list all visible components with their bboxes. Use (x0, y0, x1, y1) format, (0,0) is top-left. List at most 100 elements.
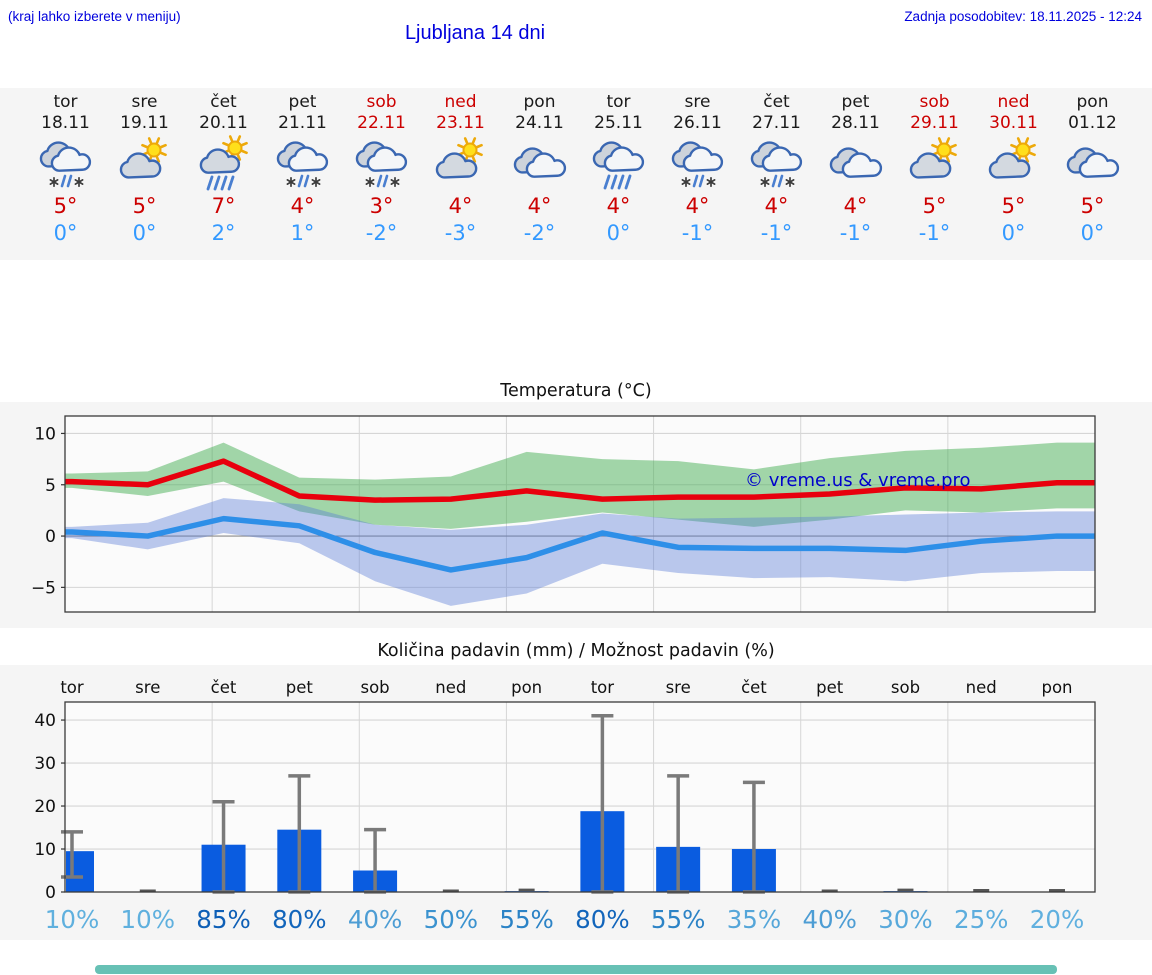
weather-icon-cell (500, 134, 579, 192)
precip-day-label: čet (741, 678, 767, 697)
cloud-sleet-icon (276, 141, 328, 188)
sun-cloud-icon (909, 137, 957, 179)
precip-day-label: sre (666, 678, 691, 697)
forecast-day-column: pet 21.11 4° 1° (263, 88, 342, 260)
day-name: pon (1076, 92, 1109, 112)
forecast-day-column: tor 18.11 5° 0° (26, 88, 105, 260)
cloud-sleet-icon (750, 141, 802, 188)
precip-day-label: sob (360, 678, 389, 697)
weather-icon-cell (342, 134, 421, 192)
precip-day-label: tor (591, 678, 615, 697)
low-temperature: -3° (444, 221, 477, 245)
day-name: sre (131, 92, 158, 112)
precip-probability: 55% (651, 905, 705, 934)
high-temperature: 7° (211, 194, 236, 218)
day-date: 28.11 (831, 113, 880, 133)
precip-probability: 85% (196, 905, 250, 934)
low-temperature: -1° (918, 221, 951, 245)
high-temperature: 4° (606, 194, 631, 218)
precip-day-label: sre (135, 678, 160, 697)
forecast-day-column: ned 23.11 4° -3° (421, 88, 500, 260)
y-axis-tick-label: −5 (31, 578, 56, 598)
precip-probability: 20% (1030, 905, 1084, 934)
precipitation-chart-title: Količina padavin (mm) / Možnost padavin … (377, 641, 775, 661)
cloudy-icon (513, 147, 566, 178)
precip-day-label: pon (1041, 678, 1072, 697)
y-axis-tick-label: 0 (45, 527, 56, 547)
forecast-day-column: sre 26.11 4° -1° (658, 88, 737, 260)
precip-probability: 50% (424, 905, 478, 934)
day-date: 27.11 (752, 113, 801, 133)
precip-probability: 80% (272, 905, 326, 934)
low-temperature: 1° (290, 221, 315, 245)
high-temperature: 4° (448, 194, 473, 218)
forecast-day-column: pon 01.12 5° 0° (1053, 88, 1132, 260)
temperature-chart-title: Temperatura (°C) (500, 381, 652, 401)
high-temperature: 4° (764, 194, 789, 218)
high-temperature: 4° (843, 194, 868, 218)
day-name: pet (288, 92, 317, 112)
min-temp-line (65, 515, 1095, 573)
low-temperature: -2° (365, 221, 398, 245)
y-axis-tick-label: 0 (45, 883, 56, 903)
y-axis-tick-label: 40 (34, 711, 56, 731)
high-temperature: 4° (290, 194, 315, 218)
weather-icon-cell (579, 134, 658, 192)
day-date: 26.11 (673, 113, 722, 133)
precip-day-label: tor (60, 678, 84, 697)
day-date: 29.11 (910, 113, 959, 133)
horizontal-scrollbar-thumb[interactable] (95, 965, 1057, 974)
high-temperature: 4° (527, 194, 552, 218)
forecast-day-column: ned 30.11 5° 0° (974, 88, 1053, 260)
weather-icon-cell (184, 134, 263, 192)
y-axis-tick-label: 20 (34, 797, 56, 817)
day-date: 25.11 (594, 113, 643, 133)
precip-day-label: pet (816, 678, 844, 697)
cloud-sleet-icon (671, 141, 723, 188)
day-name: sre (684, 92, 711, 112)
precip-probability: 80% (575, 905, 629, 934)
high-temperature: 5° (53, 194, 78, 218)
cloudy-icon (1066, 147, 1119, 178)
day-date: 23.11 (436, 113, 485, 133)
y-axis-tick-label: 10 (34, 424, 56, 444)
low-temperature: 0° (132, 221, 157, 245)
min-temp-range-band (65, 498, 1095, 606)
sun-cloud-rain-icon (199, 135, 248, 191)
day-name: pon (523, 92, 556, 112)
weather-icon-cell (737, 134, 816, 192)
sun-cloud-icon (435, 137, 483, 179)
low-temperature: 0° (1080, 221, 1105, 245)
day-name: pet (841, 92, 870, 112)
y-axis-tick-label: 30 (34, 754, 56, 774)
temperature-chart: © vreme.us & vreme.pro 10 5 0 −5 (0, 402, 1152, 628)
high-temperature: 5° (922, 194, 947, 218)
weather-icon-cell (816, 134, 895, 192)
day-name: čet (210, 92, 237, 112)
day-date: 22.11 (357, 113, 406, 133)
forecast-day-column: tor 25.11 4° 0° (579, 88, 658, 260)
cloud-sleet-icon (355, 141, 407, 188)
low-temperature: 0° (53, 221, 78, 245)
low-temperature: -1° (760, 221, 793, 245)
precip-probability: 40% (802, 905, 856, 934)
weather-icon-cell (263, 134, 342, 192)
low-temperature: -2° (523, 221, 556, 245)
menu-hint-link[interactable]: (kraj lahko izberete v meniju) (8, 9, 181, 24)
high-temperature: 5° (1001, 194, 1026, 218)
precip-day-label: pet (286, 678, 314, 697)
forecast-day-column: pet 28.11 4° -1° (816, 88, 895, 260)
max-temp-line (65, 458, 1095, 503)
precip-probability: 55% (499, 905, 553, 934)
day-date: 01.12 (1068, 113, 1117, 133)
cloud-sleet-icon (39, 141, 91, 188)
weather-icon-cell (658, 134, 737, 192)
day-date: 20.11 (199, 113, 248, 133)
low-temperature: -1° (681, 221, 714, 245)
day-date: 21.11 (278, 113, 327, 133)
precip-probability: 10% (121, 905, 175, 934)
weather-icon-cell (974, 134, 1053, 192)
weather-icon-cell (895, 134, 974, 192)
precip-bar (66, 851, 94, 892)
day-date: 24.11 (515, 113, 564, 133)
